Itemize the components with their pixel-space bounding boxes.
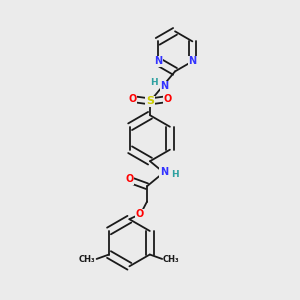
Text: N: N xyxy=(154,56,162,66)
Text: N: N xyxy=(160,167,168,177)
Text: O: O xyxy=(164,94,172,104)
Text: N: N xyxy=(160,81,169,92)
Text: N: N xyxy=(188,56,196,66)
Text: H: H xyxy=(150,78,158,87)
Text: CH₃: CH₃ xyxy=(79,255,96,264)
Text: H: H xyxy=(171,170,178,179)
Text: O: O xyxy=(125,174,134,184)
Text: O: O xyxy=(128,94,136,104)
Text: O: O xyxy=(136,209,144,220)
Text: S: S xyxy=(146,96,154,106)
Text: CH₃: CH₃ xyxy=(163,255,180,264)
